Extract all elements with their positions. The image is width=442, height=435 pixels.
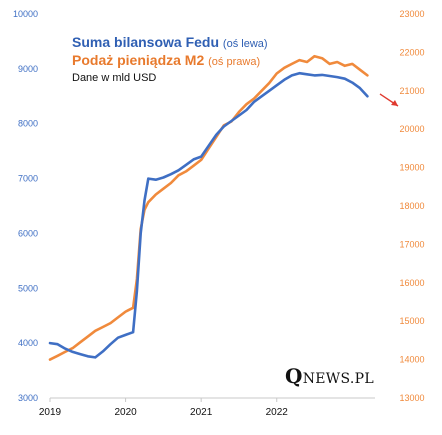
left-tick-label: 7000 <box>18 174 38 184</box>
left-tick-label: 8000 <box>18 119 38 129</box>
right-tick-label: 17000 <box>399 239 424 249</box>
right-tick-label: 19000 <box>399 163 424 173</box>
legend-fed: Suma bilansowa Fedu (oś lewa) <box>72 34 268 52</box>
legend: Suma bilansowa Fedu (oś lewa) Podaż pien… <box>72 34 268 85</box>
x-tick-label: 2019 <box>39 407 62 418</box>
right-tick-label: 20000 <box>399 124 424 134</box>
unit-note: Dane w mld USD <box>72 71 157 84</box>
left-tick-label: 5000 <box>18 283 38 293</box>
legend-m2: Podaż pieniądza M2 (oś prawa) <box>72 52 268 70</box>
brand-rest: NEWS.PL <box>302 371 374 387</box>
brand-logo: QNEWS.PL <box>285 364 374 388</box>
right-tick-label: 15000 <box>399 316 424 326</box>
x-tick-label: 2022 <box>266 407 289 418</box>
right-tick-label: 23000 <box>399 9 424 19</box>
left-tick-label: 9000 <box>18 64 38 74</box>
brand-q: Q <box>285 364 303 388</box>
right-tick-label: 13000 <box>399 393 424 403</box>
legend-fed-note: (oś lewa) <box>222 38 268 50</box>
series-line-m2 <box>48 54 369 361</box>
right-tick-label: 14000 <box>399 355 424 365</box>
left-tick-label: 4000 <box>18 338 38 348</box>
legend-fed-title: Suma bilansowa Fedu <box>72 34 220 50</box>
legend-m2-note: (oś prawa) <box>208 55 261 68</box>
left-tick-label: 6000 <box>18 228 38 238</box>
legend-m2-title: Podaż pieniądza M2 <box>72 51 205 68</box>
x-tick-label: 2020 <box>114 407 137 418</box>
right-tick-label: 21000 <box>399 86 424 96</box>
series-line-fed <box>48 71 369 359</box>
right-tick-label: 18000 <box>399 201 424 211</box>
left-tick-label: 10000 <box>13 9 38 19</box>
x-tick-label: 2021 <box>190 407 213 418</box>
right-tick-label: 22000 <box>399 47 424 57</box>
right-tick-label: 16000 <box>399 278 424 288</box>
left-tick-label: 3000 <box>18 393 38 403</box>
annotation-arrow-head <box>391 100 398 106</box>
